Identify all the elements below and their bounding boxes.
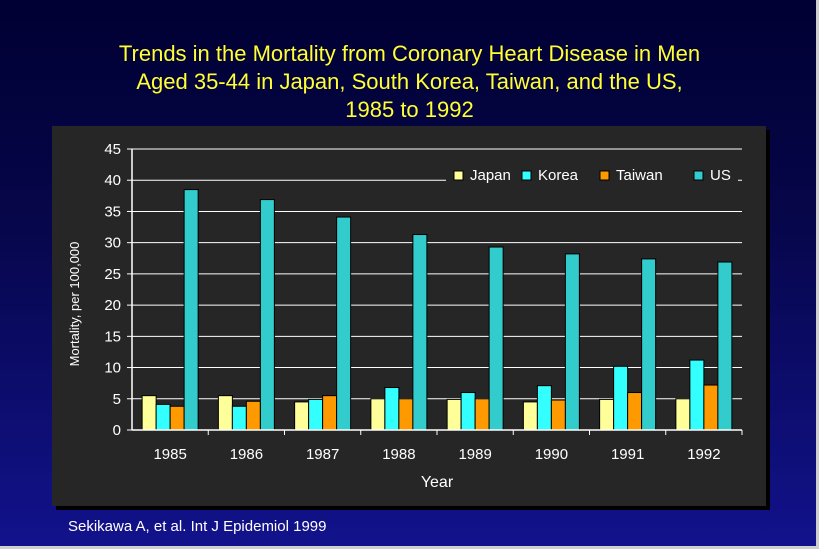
y-tick-label: 5 [113, 391, 121, 408]
bar-taiwan-1988 [398, 398, 414, 431]
legend-swatch-us [693, 170, 704, 181]
x-tick-label: 1986 [230, 446, 263, 463]
bar-us-1988 [412, 234, 428, 431]
x-tick-label: 1988 [382, 446, 415, 463]
legend-label-korea: Korea [538, 167, 579, 184]
x-tick-label: 1985 [153, 446, 186, 463]
y-tick-label: 35 [104, 203, 121, 220]
bar-taiwan-1991 [627, 392, 643, 431]
bar-us-1985 [183, 189, 199, 431]
axes: 0 5 10 15 20 25 30 35 40 45 1985 1986 1987 1988 1989 19… [104, 141, 743, 463]
bar-taiwan-1986 [245, 400, 261, 431]
source-citation: Sekikawa A, et al. Int J Epidemiol 1999 [68, 518, 327, 535]
bar-taiwan-1985 [169, 405, 185, 431]
y-tick-label: 25 [104, 266, 121, 283]
legend-swatch-japan [453, 170, 464, 181]
x-tick-label: 1992 [687, 446, 720, 463]
legend-label-japan: Japan [470, 167, 511, 184]
bar-korea-1990 [536, 385, 552, 431]
bar-japan-1992 [675, 398, 691, 431]
bar-taiwan-1987 [322, 395, 338, 431]
title-line-1: Trends in the Mortality from Coronary He… [118, 41, 701, 66]
y-axis-label: Mortality, per 100,000 [67, 242, 82, 367]
bar-japan-1987 [294, 401, 310, 431]
bar-korea-1986 [231, 405, 247, 431]
bar-japan-1985 [141, 395, 157, 431]
legend: Japan Korea Taiwan US [446, 164, 738, 186]
title-line-2: Aged 35-44 in Japan, South Korea, Taiwan… [136, 69, 683, 94]
bar-korea-1988 [384, 387, 400, 431]
bar-korea-1989 [460, 392, 476, 431]
bar-us-1986 [259, 199, 275, 431]
grid-lines [132, 148, 742, 400]
bar-korea-1987 [308, 398, 324, 431]
bar-japan-1990 [522, 401, 538, 431]
bar-korea-1992 [689, 359, 705, 431]
slide-title: Trends in the Mortality from Coronary He… [20, 40, 799, 124]
y-tick-label: 0 [113, 422, 121, 439]
bar-us-1991 [641, 258, 657, 431]
bar-taiwan-1992 [703, 384, 719, 431]
y-tick-label: 10 [104, 360, 121, 377]
bar-us-1987 [336, 216, 352, 431]
y-tick-label: 40 [104, 172, 121, 189]
bar-taiwan-1990 [550, 399, 566, 431]
x-tick-label: 1991 [611, 446, 644, 463]
x-tick-label: 1990 [535, 446, 568, 463]
x-axis-label: Year [421, 474, 454, 491]
bar-japan-1988 [370, 398, 386, 431]
y-tick-label: 45 [104, 141, 121, 158]
x-tick-label: 1987 [306, 446, 339, 463]
legend-swatch-taiwan [599, 170, 610, 181]
y-tick-label: 30 [104, 235, 121, 252]
legend-label-us: US [710, 167, 731, 184]
bar-us-1989 [488, 246, 504, 431]
legend-label-taiwan: Taiwan [616, 167, 663, 184]
bar-us-1990 [564, 253, 580, 431]
legend-swatch-korea [521, 170, 532, 181]
y-tick-label: 20 [104, 297, 121, 314]
bar-chart: 0 5 10 15 20 25 30 35 40 45 1985 1986 1987 1988 1989 19… [67, 141, 743, 491]
bar-japan-1986 [217, 395, 233, 431]
bars [141, 189, 733, 431]
bar-korea-1985 [155, 403, 171, 431]
bar-japan-1989 [446, 398, 462, 431]
y-tick-label: 15 [104, 328, 121, 345]
bar-taiwan-1989 [474, 398, 490, 431]
bar-korea-1991 [613, 365, 629, 431]
bar-us-1992 [717, 261, 733, 431]
legend-box [446, 164, 738, 186]
chart-panel: 0 5 10 15 20 25 30 35 40 45 1985 1986 1987 1988 1989 19… [52, 126, 766, 506]
bar-japan-1991 [599, 398, 615, 431]
title-line-3: 1985 to 1992 [345, 97, 474, 122]
x-tick-label: 1989 [458, 446, 491, 463]
